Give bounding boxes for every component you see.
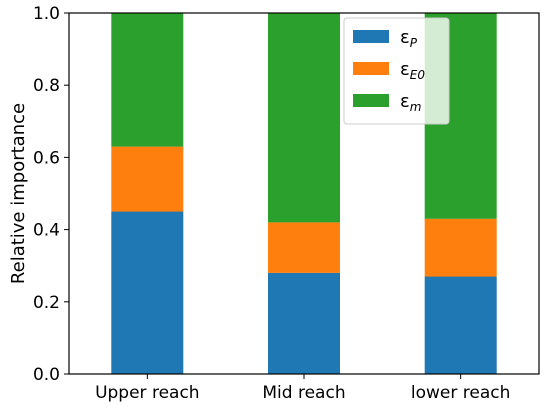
- bar-e0-upper-reach: [111, 146, 184, 212]
- bar-m-upper-reach: [111, 13, 184, 147]
- legend-swatch: [353, 30, 389, 43]
- legend-label: εE0: [400, 59, 425, 82]
- plot-frame: [68, 12, 540, 375]
- bar-e0-lower-reach: [424, 218, 497, 277]
- legend-swatch: [353, 94, 389, 107]
- y-tick-label: 0.2: [33, 293, 60, 313]
- x-tick-label: Upper reach: [95, 383, 200, 403]
- y-tick-label: 0.0: [33, 365, 60, 385]
- legend-swatch: [353, 62, 389, 75]
- bar-m-mid-reach: [268, 13, 340, 223]
- legend-label: εP: [400, 27, 418, 50]
- y-tick-label: 1.0: [33, 4, 60, 24]
- axes-group: Upper reach Mid reach lower reach 0.0 0.2 0.4…: [8, 4, 540, 403]
- bar-p-mid-reach: [268, 272, 340, 374]
- x-tick-label: Mid reach: [262, 383, 345, 403]
- bar-p-lower-reach: [424, 276, 497, 374]
- y-tick-label: 0.6: [33, 148, 60, 168]
- bar-p-upper-reach: [111, 211, 184, 374]
- bar-e0-mid-reach: [268, 222, 340, 273]
- legend: εP εE0 εm: [343, 17, 450, 125]
- y-tick-label: 0.8: [33, 76, 60, 96]
- y-axis-title: Relative importance: [8, 103, 29, 284]
- legend-label: εm: [400, 91, 421, 114]
- x-tick-label: lower reach: [411, 383, 511, 403]
- y-tick-label: 0.4: [33, 221, 60, 241]
